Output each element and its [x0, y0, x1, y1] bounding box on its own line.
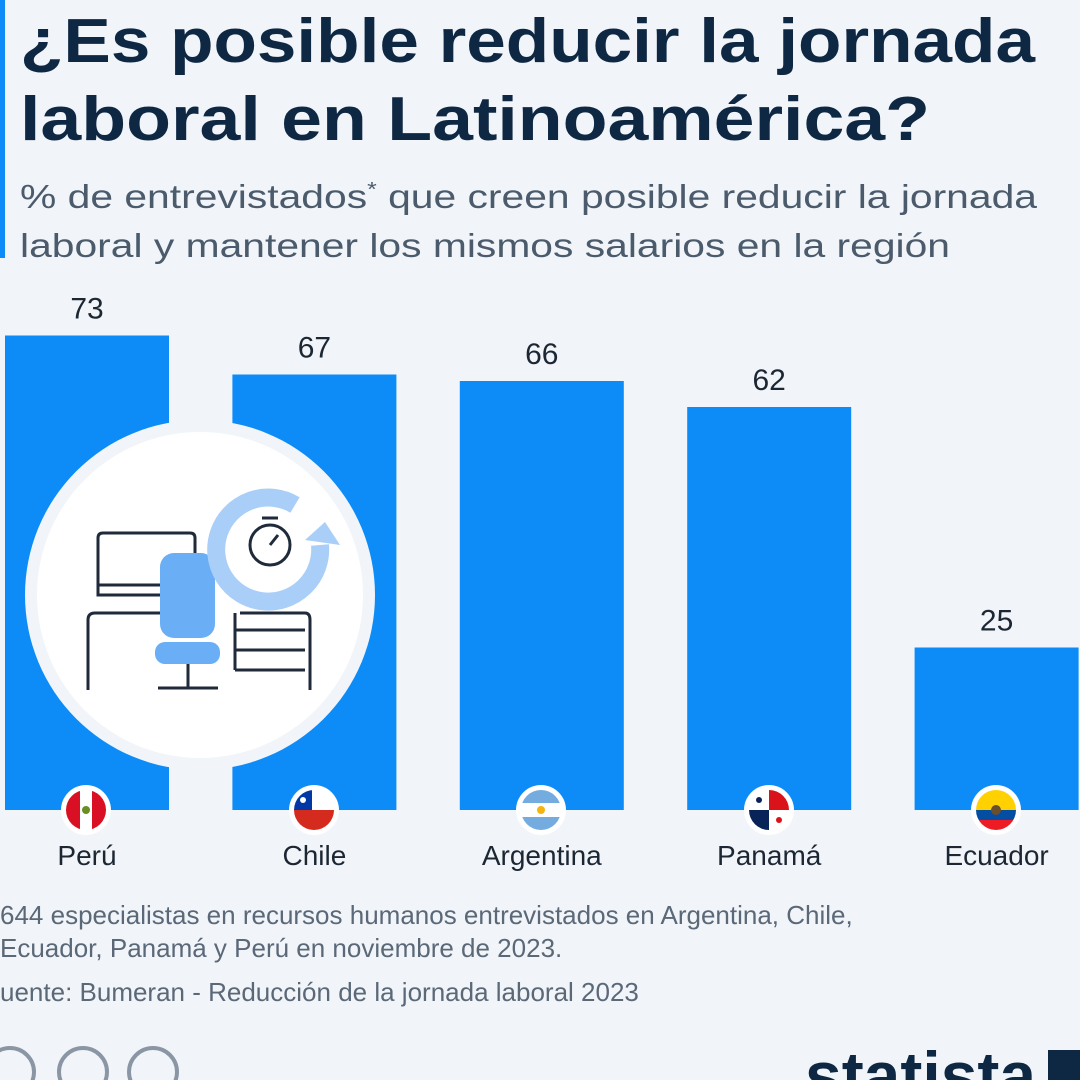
chart-title: laboral en Latinoamérica?	[20, 85, 930, 154]
subtitle-text: % de entrevistados	[20, 178, 367, 215]
subtitle: % de entrevistados * que creen posible re…	[20, 178, 1038, 215]
bar	[459, 381, 624, 810]
value-label: 62	[753, 364, 786, 397]
flag-argentina	[516, 785, 566, 835]
illustration	[25, 420, 375, 770]
accent-bar	[0, 0, 5, 258]
value-label: 67	[298, 332, 331, 365]
chair-icon	[155, 642, 220, 664]
chart-title: ¿Es posible reducir la jornada	[20, 7, 1036, 76]
x-tick-label: Chile	[282, 840, 346, 871]
stopwatch-icon	[262, 516, 280, 546]
brand-mark	[1048, 1050, 1080, 1080]
bar	[914, 647, 1079, 810]
x-tick-label: Argentina	[482, 840, 602, 871]
x-tick-label: Panamá	[717, 840, 822, 871]
chair-icon	[160, 553, 215, 638]
license-icons	[0, 1046, 179, 1080]
desk-icon	[86, 611, 312, 690]
flag-ecuador	[971, 785, 1021, 835]
value-label: 25	[980, 605, 1013, 638]
subtitle-asterisk: *	[367, 179, 377, 201]
value-label: 73	[70, 293, 103, 326]
flag-panama	[744, 785, 794, 835]
x-tick-label: Perú	[57, 840, 116, 871]
source: uente: Bumeran - Reducción de la jornada…	[0, 977, 639, 1007]
bar	[687, 407, 852, 810]
stopwatch-icon	[248, 523, 292, 567]
subtitle: laboral y mantener los mismos salarios e…	[20, 227, 950, 264]
refresh-icon	[207, 488, 330, 611]
flags	[61, 785, 1021, 835]
refresh-icon	[305, 522, 340, 545]
subtitle-text: que creen posible reducir la jornada	[377, 178, 1038, 215]
value-label: 66	[525, 338, 558, 371]
note: 644 especialistas en recursos humanos en…	[0, 900, 853, 930]
brand-logo: statista	[805, 1038, 1037, 1080]
x-tick-label: Ecuador	[944, 840, 1048, 871]
flag-peru	[61, 785, 111, 835]
flag-chile	[289, 785, 339, 835]
chair-base	[158, 664, 218, 690]
note: Ecuador, Panamá y Perú en noviembre de 2…	[0, 933, 562, 963]
